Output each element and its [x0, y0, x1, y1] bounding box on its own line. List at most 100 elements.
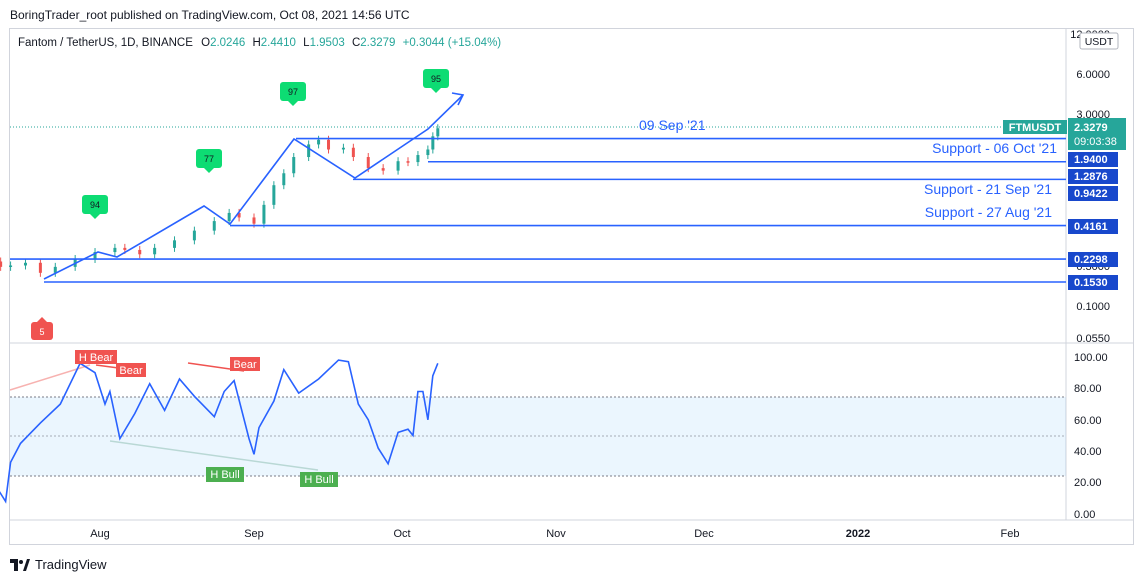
trend-lines	[43, 92, 465, 280]
time-axis: Aug Sep Oct Nov Dec 2022 Feb	[90, 528, 1019, 540]
symbol-name: Fantom / TetherUS, 1D, BINANCE	[18, 37, 193, 49]
candle-body	[317, 139, 321, 145]
time-tick: Sep	[244, 528, 264, 540]
osc-tick: 20.00	[1074, 477, 1102, 489]
marker-text: 5	[39, 327, 44, 337]
candle-body	[93, 252, 97, 259]
candle-body	[396, 161, 400, 171]
signal-marker-77[interactable]: 77	[196, 149, 222, 173]
signal-marker-97[interactable]: 97	[280, 82, 306, 106]
annotation-support-aug27[interactable]: Support - 27 Aug '21	[925, 204, 1052, 220]
level-label: 0.4161	[1074, 221, 1108, 233]
time-tick: Nov	[546, 528, 566, 540]
candle-body	[431, 136, 435, 150]
candle-body	[351, 147, 355, 158]
bear-badge-2: Bear	[230, 357, 260, 371]
marker-text: 94	[90, 200, 100, 210]
candle-body	[282, 173, 286, 186]
candle-body	[123, 247, 127, 250]
bear-text-1: Bear	[119, 365, 143, 377]
annotation-support-sep21[interactable]: Support - 21 Sep '21	[924, 181, 1052, 197]
tradingview-logo-icon	[10, 558, 30, 571]
close-value: 2.3279	[360, 37, 395, 49]
time-tick: Feb	[1001, 528, 1020, 540]
open-value: 2.0246	[210, 37, 245, 49]
signal-marker-95[interactable]: 95	[423, 69, 449, 93]
candles-group	[0, 124, 440, 277]
arrow-head	[451, 92, 465, 106]
candle-body	[381, 168, 385, 171]
candle-body	[307, 144, 311, 158]
change-value: +0.3044 (+15.04%)	[403, 37, 502, 49]
candle-body	[292, 157, 296, 174]
annotation-support-oct06[interactable]: Support - 06 Oct '21	[932, 140, 1057, 156]
marker-text: 97	[288, 87, 298, 97]
osc-line	[0, 359, 439, 504]
h-bull-badge-1: H Bull	[206, 467, 244, 482]
candle-body	[53, 266, 57, 273]
publish-info: BoringTrader_root published on TradingVi…	[10, 8, 410, 22]
open-label: O	[201, 37, 210, 49]
osc-tick: 0.00	[1074, 509, 1095, 521]
marker-text: 95	[431, 74, 441, 84]
candle-body	[406, 161, 410, 163]
candle-body	[252, 217, 256, 224]
time-tick: Dec	[694, 528, 714, 540]
ticker-symbol: FTMUSDT	[1009, 122, 1062, 134]
level-label: 0.1530	[1074, 277, 1108, 289]
ticker-price: 2.3279	[1074, 122, 1108, 134]
osc-tick: 100.00	[1074, 352, 1108, 364]
h-bear-text: H Bear	[79, 352, 114, 364]
level-labels: 1.9400 1.2876 0.9422 0.4161 0.2298 0.153…	[1068, 152, 1118, 290]
time-tick: 2022	[846, 528, 870, 540]
trend-line-up	[43, 94, 464, 280]
candle-body	[153, 247, 157, 255]
ticker-countdown: 09:03:38	[1074, 136, 1117, 148]
candle-body	[9, 265, 13, 267]
candle-body	[272, 185, 276, 205]
high-label: H	[252, 37, 260, 49]
candle-body	[192, 230, 196, 241]
low-value: 1.9503	[310, 37, 345, 49]
symbol-legend: Fantom / TetherUS, 1D, BINANCE O2.0246 H…	[18, 37, 501, 49]
candle-body	[0, 261, 3, 267]
brand-text: TradingView	[35, 557, 107, 572]
close-label: C	[352, 37, 360, 49]
h-bull-text-1: H Bull	[210, 469, 239, 481]
osc-tick: 40.00	[1074, 446, 1102, 458]
price-tick: 0.0550	[1076, 333, 1110, 345]
h-bear-badge: H Bear	[75, 350, 117, 364]
price-tick: 0.1000	[1076, 301, 1110, 313]
annotation-sep09[interactable]: 09 Sep '21	[639, 117, 706, 133]
signal-marker-94[interactable]: 94	[82, 195, 108, 219]
candle-body	[426, 149, 430, 156]
h-bull-line	[109, 440, 319, 471]
candle-body	[227, 212, 231, 222]
chart-frame	[9, 28, 1134, 545]
osc-axis: 100.00 80.00 60.00 40.00 20.00 0.00	[1074, 352, 1108, 521]
marker-text: 77	[204, 154, 214, 164]
currency-badge[interactable]: USDT	[1079, 32, 1119, 50]
time-tick: Oct	[393, 528, 410, 540]
candle-body	[23, 262, 27, 266]
level-label: 0.2298	[1074, 254, 1108, 266]
candle-body	[237, 212, 241, 218]
level-label: 0.9422	[1074, 188, 1108, 200]
level-label: 1.9400	[1074, 154, 1108, 166]
level-label: 1.2876	[1074, 171, 1108, 183]
osc-tick: 60.00	[1074, 415, 1102, 427]
currency-text: USDT	[1085, 36, 1114, 48]
candle-body	[38, 262, 42, 273]
time-tick: Aug	[90, 528, 110, 540]
h-bull-text-2: H Bull	[304, 474, 333, 486]
signal-marker-5[interactable]: 5	[31, 317, 53, 340]
osc-tick: 80.00	[1074, 383, 1102, 395]
candle-body	[138, 249, 142, 255]
tradingview-brand[interactable]: TradingView	[10, 557, 107, 572]
candle-body	[416, 155, 420, 163]
high-value: 2.4410	[261, 37, 296, 49]
candle-body	[262, 204, 266, 224]
bear-text-2: Bear	[233, 359, 257, 371]
support-levels-group	[10, 137, 1066, 283]
